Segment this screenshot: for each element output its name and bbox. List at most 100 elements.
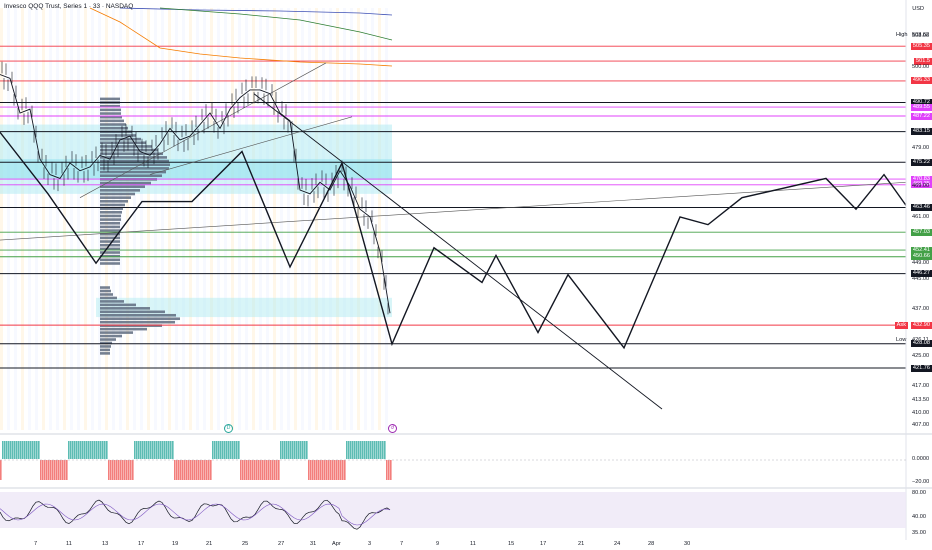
osc-bar (342, 460, 344, 480)
event-icon[interactable]: ↺ (388, 424, 397, 433)
price-level-tag: 469.35 (910, 181, 932, 189)
osc-bar (112, 460, 114, 480)
session-band (238, 8, 241, 430)
session-band (294, 8, 297, 430)
osc-bar (220, 441, 222, 459)
session-band (315, 8, 318, 430)
osc-bar (236, 441, 238, 459)
osc-bar (36, 441, 38, 459)
osc-bar (302, 441, 304, 459)
osc-bar (384, 441, 386, 459)
session-band (56, 8, 59, 430)
volume-profile-bar (100, 112, 121, 115)
trendline (149, 116, 353, 175)
osc-bar (300, 441, 302, 459)
osc-bar (238, 441, 240, 459)
dividend-icon[interactable]: D (224, 424, 233, 433)
session-band (7, 8, 10, 430)
osc-bar (308, 460, 310, 480)
osc-bar (70, 441, 72, 459)
low-value: 426.11 (912, 337, 929, 343)
osc-bar (50, 460, 52, 480)
osc-bar (56, 460, 58, 480)
time-axis-label: 28 (648, 541, 655, 547)
session-band (49, 8, 52, 430)
osc-bar (346, 441, 348, 459)
volume-profile-bar (100, 289, 111, 293)
osc-bar (76, 441, 78, 459)
osc-bar (244, 460, 246, 480)
osc-bar (224, 441, 226, 459)
osc-bar (272, 460, 274, 480)
time-axis-label: 24 (614, 541, 621, 547)
osc-bar (158, 441, 160, 459)
osc-bar (194, 460, 196, 480)
volume-profile-bar (100, 341, 112, 345)
osc-bar (254, 460, 256, 480)
volume-profile-bar (100, 207, 123, 210)
ma-line (89, 7, 393, 67)
volume-profile-bar (100, 156, 167, 159)
price-axis-label: 461.00 (912, 213, 930, 220)
price-axis-label: 500.00 (912, 63, 930, 70)
session-band (77, 8, 80, 430)
price-axis-label: 469.00 (912, 183, 930, 190)
session-band (336, 8, 339, 430)
osc-bar (264, 460, 266, 480)
price-axis-label: 410.00 (912, 410, 930, 417)
price-level-tag: 428.08 (910, 340, 932, 348)
session-band (301, 8, 304, 430)
osc-bar (212, 441, 214, 459)
osc-bar (72, 441, 74, 459)
price-level-tag: 475.22 (910, 158, 932, 166)
volume-profile-bar (100, 200, 128, 203)
osc-bar (328, 460, 330, 480)
trendline (253, 93, 663, 410)
session-band (259, 8, 262, 430)
osc-bar (232, 441, 234, 459)
osc-bar (8, 441, 10, 459)
price-axis-label: 445.00 (912, 275, 930, 282)
osc-bar (348, 441, 350, 459)
osc-bar (90, 441, 92, 459)
volume-profile-bar (100, 247, 120, 251)
osc-bar (68, 441, 70, 459)
osc-bar (102, 441, 104, 459)
volume-profile-bar (100, 348, 110, 352)
osc-bar (278, 460, 280, 480)
osc-bar (134, 441, 136, 459)
osc-bar (34, 441, 36, 459)
osc-bar (104, 441, 106, 459)
volume-profile-bar (100, 317, 180, 321)
osc-bar (312, 460, 314, 480)
osc-bar (180, 460, 182, 480)
osc-bar (268, 460, 270, 480)
session-band (133, 8, 136, 430)
volume-profile-bar (100, 307, 150, 310)
volume-profile-bar (100, 331, 133, 334)
osc-bar (86, 441, 88, 459)
osc-bar (298, 441, 300, 459)
time-axis-label: 25 (242, 541, 249, 547)
osc2-35-label: 35.00 (912, 530, 926, 536)
osc-bar (140, 441, 142, 459)
value-area-zone-low (96, 297, 392, 318)
high-value: 503.62 (912, 32, 930, 38)
osc-bar (344, 460, 346, 480)
osc-bar (100, 441, 102, 459)
osc-bar (366, 441, 368, 459)
osc-bar (352, 441, 354, 459)
osc-bar (338, 460, 340, 480)
osc-bar (64, 460, 66, 480)
volume-profile-bar (100, 174, 162, 178)
time-axis-label: 13 (102, 541, 109, 547)
session-band (154, 8, 157, 430)
volume-profile-bar (100, 334, 122, 338)
osc-bar (360, 441, 362, 459)
session-band (98, 8, 101, 430)
session-band (91, 8, 94, 430)
volume-profile-bar (100, 236, 120, 240)
volume-profile-bar (100, 232, 120, 236)
